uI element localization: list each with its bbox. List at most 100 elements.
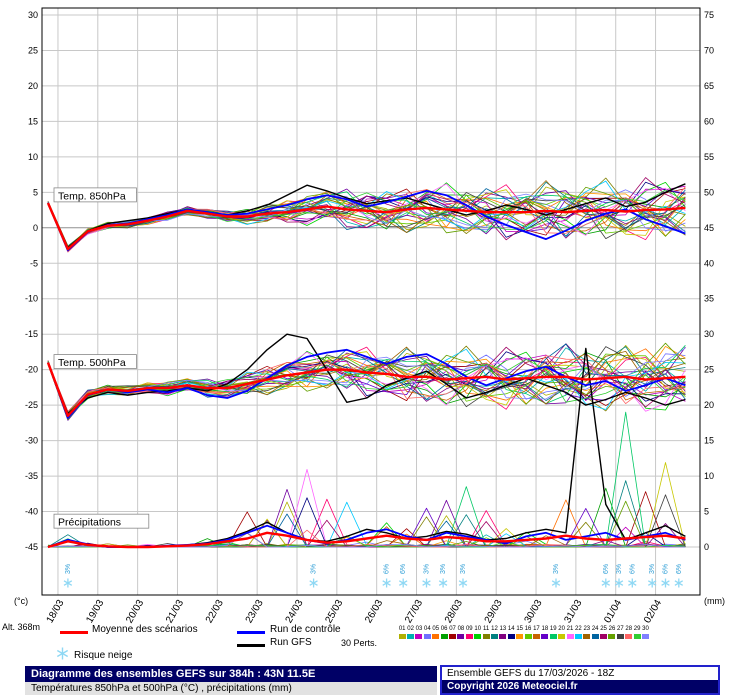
svg-text:6%: 6% [384, 564, 391, 574]
svg-text:6%: 6% [400, 564, 407, 574]
legend-gfs-label: Run GFS [270, 637, 312, 648]
svg-text:6%: 6% [629, 564, 636, 574]
svg-text:18/03: 18/03 [45, 598, 67, 626]
svg-text:22/03: 22/03 [204, 598, 226, 626]
pert-item: 23 [583, 626, 591, 639]
pert-item: 24 [591, 626, 599, 639]
svg-text:21/03: 21/03 [164, 598, 186, 626]
legend-mean-label: Moyenne des scénarios [92, 624, 198, 635]
svg-text:25: 25 [704, 365, 714, 375]
svg-text:29/03: 29/03 [483, 598, 505, 626]
svg-text:3%: 3% [440, 564, 447, 574]
footer-right-box: Ensemble GEFS du 17/03/2026 - 18Z Copyri… [440, 665, 720, 695]
run-info: Ensemble GEFS du 17/03/2026 - 18Z [442, 667, 718, 680]
pert-item: 10 [474, 626, 482, 639]
footer-left-box: Diagramme des ensembles GEFS sur 384h : … [25, 666, 437, 695]
copyright: Copyright 2026 Meteociel.fr [442, 680, 718, 693]
pert-item: 11 [482, 626, 490, 639]
pert-item: 20 [557, 626, 566, 639]
svg-text:0: 0 [704, 542, 709, 552]
pert-item: 13 [499, 626, 507, 639]
svg-text:40: 40 [704, 258, 714, 268]
svg-text:(°c): (°c) [14, 596, 28, 606]
svg-text:-5: -5 [30, 258, 38, 268]
svg-text:60: 60 [704, 116, 714, 126]
legend-snow-row: Risque neige [56, 647, 132, 663]
pert-item: 08 [457, 626, 465, 639]
pert-item: 03 [415, 626, 423, 639]
pert-item: 22 [574, 626, 582, 639]
ensemble-chart: 18/03 19/03 20/03 21/03 22/03 23/03 24/03 25/03… [2, 7, 725, 632]
svg-text:3%: 3% [65, 564, 72, 574]
svg-text:55: 55 [704, 152, 714, 162]
svg-text:65: 65 [704, 81, 714, 91]
pert-item: 04 [423, 626, 431, 639]
svg-text:6%: 6% [603, 564, 610, 574]
svg-text:6%: 6% [676, 564, 683, 574]
svg-text:0: 0 [33, 223, 38, 233]
pert-item: 30 [641, 626, 650, 639]
pert-item: 14 [507, 626, 515, 639]
svg-text:-25: -25 [25, 400, 38, 410]
pert-item: 18 [541, 626, 549, 639]
svg-text:-10: -10 [25, 294, 38, 304]
svg-text:02/04: 02/04 [642, 598, 664, 626]
svg-text:Temp. 500hPa: Temp. 500hPa [58, 357, 126, 369]
svg-text:Temp. 850hPa: Temp. 850hPa [58, 190, 126, 202]
svg-text:15: 15 [28, 116, 38, 126]
pert-item: 27 [616, 626, 624, 639]
pert-item: 26 [608, 626, 616, 639]
svg-text:70: 70 [704, 45, 714, 55]
svg-text:19/03: 19/03 [84, 598, 106, 626]
snowflake-icon [56, 647, 69, 663]
svg-text:3%: 3% [553, 564, 560, 574]
svg-text:-15: -15 [25, 329, 38, 339]
svg-text:10: 10 [28, 152, 38, 162]
pert-item: 25 [599, 626, 608, 639]
pert-item: 05 [432, 626, 440, 639]
svg-text:30: 30 [704, 329, 714, 339]
legend-perts-label: 30 Perts. [341, 638, 378, 648]
pert-item: 28 [625, 626, 633, 639]
pert-item: 19 [549, 626, 557, 639]
svg-text:-40: -40 [25, 507, 38, 517]
svg-text:27/03: 27/03 [403, 598, 425, 626]
svg-text:30/03: 30/03 [523, 598, 545, 626]
svg-text:23/03: 23/03 [244, 598, 266, 626]
svg-text:28/03: 28/03 [443, 598, 465, 626]
svg-text:20: 20 [28, 81, 38, 91]
svg-text:3%: 3% [649, 564, 656, 574]
svg-text:20: 20 [704, 400, 714, 410]
legend-control-label: Run de contrôle [270, 624, 341, 635]
chart-subtitle: Températures 850hPa et 500hPa (°C) , pré… [25, 682, 437, 695]
svg-text:3%: 3% [616, 564, 623, 574]
control-line-sample [237, 631, 265, 634]
svg-text:3%: 3% [460, 564, 467, 574]
perts-strip: 01 02 03 04 05 06 07 08 09 10 11 12 13 14 15 16 17 18 19 20… [398, 626, 650, 639]
svg-text:10: 10 [704, 471, 714, 481]
pert-item: 21 [566, 626, 574, 639]
svg-text:3%: 3% [311, 564, 318, 574]
chart-title: Diagramme des ensembles GEFS sur 384h : … [25, 666, 437, 682]
svg-text:5: 5 [33, 187, 38, 197]
svg-text:(mm): (mm) [704, 596, 725, 606]
svg-text:31/03: 31/03 [562, 598, 584, 626]
pert-item: 01 [398, 626, 406, 639]
svg-text:Précipitations: Précipitations [58, 517, 121, 529]
svg-text:30: 30 [28, 10, 38, 20]
svg-text:3%: 3% [423, 564, 430, 574]
svg-text:-45: -45 [25, 542, 38, 552]
pert-item: 17 [532, 626, 540, 639]
svg-text:Alt. 368m: Alt. 368m [2, 622, 40, 632]
svg-text:5: 5 [704, 507, 709, 517]
svg-text:25/03: 25/03 [323, 598, 345, 626]
svg-text:-20: -20 [25, 365, 38, 375]
pert-item: 06 [440, 626, 448, 639]
svg-text:15: 15 [704, 436, 714, 446]
gfs-line-sample [237, 644, 265, 647]
mean-line-sample [60, 631, 88, 634]
svg-text:50: 50 [704, 187, 714, 197]
svg-text:35: 35 [704, 294, 714, 304]
legend-snow-label: Risque neige [74, 649, 133, 661]
